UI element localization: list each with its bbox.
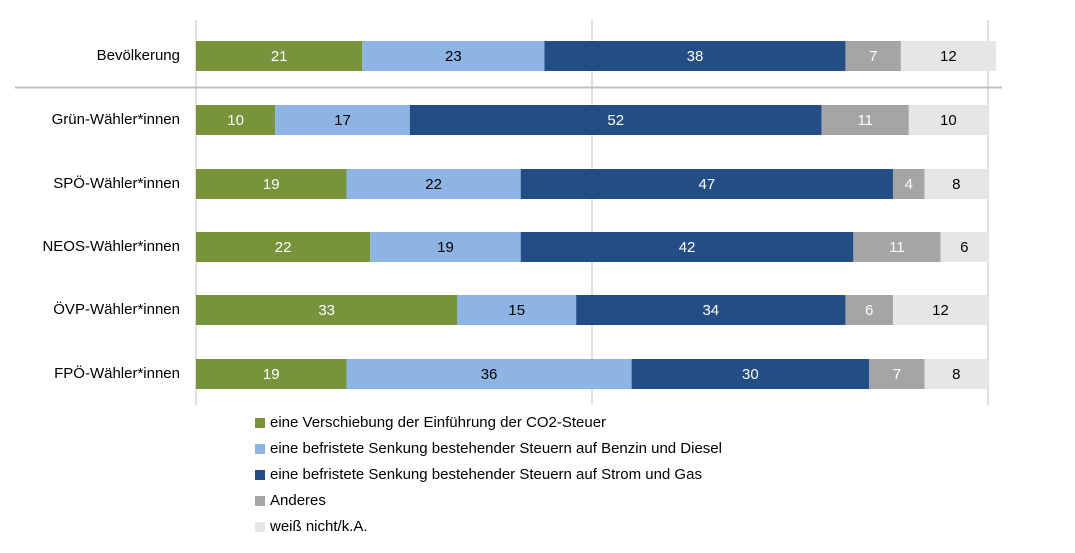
data-label: 8 [952, 176, 960, 193]
legend-label: Anderes [270, 492, 326, 509]
data-label: 10 [227, 112, 244, 129]
bar-segment [346, 169, 521, 199]
bar-segment [362, 41, 545, 71]
bar-segment [892, 169, 925, 199]
data-label: 19 [263, 366, 280, 383]
y-tick-label: Bevölkerung [97, 47, 180, 64]
data-label: 12 [932, 302, 949, 319]
bar-segment [924, 169, 988, 199]
bar-segment [520, 169, 893, 199]
data-label: 23 [445, 48, 462, 65]
data-label: 47 [698, 176, 715, 193]
data-label: 4 [905, 176, 913, 193]
bar-segment [544, 41, 846, 71]
data-label: 11 [889, 239, 905, 256]
data-label: 11 [857, 112, 873, 129]
legend-label: eine Verschiebung der Einführung der CO2… [270, 414, 606, 431]
legend-swatch [255, 444, 265, 454]
bar-segment [457, 295, 577, 325]
data-label: 19 [263, 176, 280, 193]
data-label: 52 [607, 112, 624, 129]
legend-label: weiß nicht/k.A. [269, 518, 368, 535]
bar-segment [409, 105, 822, 135]
bar-segment [853, 232, 941, 262]
bar-segment [370, 232, 521, 262]
bar-segment [275, 105, 410, 135]
data-label: 22 [425, 176, 442, 193]
y-tick-label: FPÖ-Wähler*innen [54, 364, 180, 382]
bar-segment [196, 232, 371, 262]
data-label: 19 [437, 239, 454, 256]
legend-swatch [255, 418, 265, 428]
y-tick-label: ÖVP-Wähler*innen [53, 300, 180, 318]
bar-segment [196, 359, 347, 389]
data-label: 6 [865, 302, 873, 319]
data-label: 6 [960, 239, 968, 256]
data-label: 17 [334, 112, 351, 129]
data-label: 8 [952, 366, 960, 383]
data-label: 34 [702, 302, 719, 319]
bar-segment [908, 105, 988, 135]
data-label: 22 [275, 239, 292, 256]
y-tick-label: SPÖ-Wähler*innen [53, 174, 180, 192]
y-tick-label: Grün-Wähler*innen [52, 111, 180, 128]
bar-segment [892, 295, 988, 325]
bar-segment [869, 359, 925, 389]
bar-segment [196, 105, 276, 135]
bar-segment [196, 169, 347, 199]
data-label: 38 [687, 48, 704, 65]
bar-segment [576, 295, 846, 325]
data-label: 30 [742, 366, 759, 383]
bar-segment [924, 359, 988, 389]
bar-segment [900, 41, 996, 71]
legend-label: eine befristete Senkung bestehender Steu… [270, 440, 722, 457]
legend-swatch [255, 496, 265, 506]
bar-segment [940, 232, 988, 262]
bar-segment [196, 295, 458, 325]
data-label: 10 [940, 112, 957, 129]
bar-segment [821, 105, 909, 135]
data-label: 7 [869, 48, 877, 65]
data-label: 12 [940, 48, 957, 65]
data-label: 36 [481, 366, 498, 383]
bar-segment [845, 41, 901, 71]
data-label: 7 [893, 366, 901, 383]
data-label: 42 [679, 239, 696, 256]
bar-segment [631, 359, 870, 389]
legend-label: eine befristete Senkung bestehender Steu… [270, 466, 702, 483]
data-label: 15 [508, 302, 525, 319]
bar-segment [346, 359, 632, 389]
legend-swatch [255, 522, 265, 532]
bar-segment [520, 232, 854, 262]
data-label: 33 [318, 302, 335, 319]
bar-segment [196, 41, 363, 71]
legend-swatch [255, 470, 265, 480]
bar-segment [845, 295, 893, 325]
data-label: 21 [271, 48, 288, 65]
y-tick-label: NEOS-Wähler*innen [42, 238, 180, 255]
